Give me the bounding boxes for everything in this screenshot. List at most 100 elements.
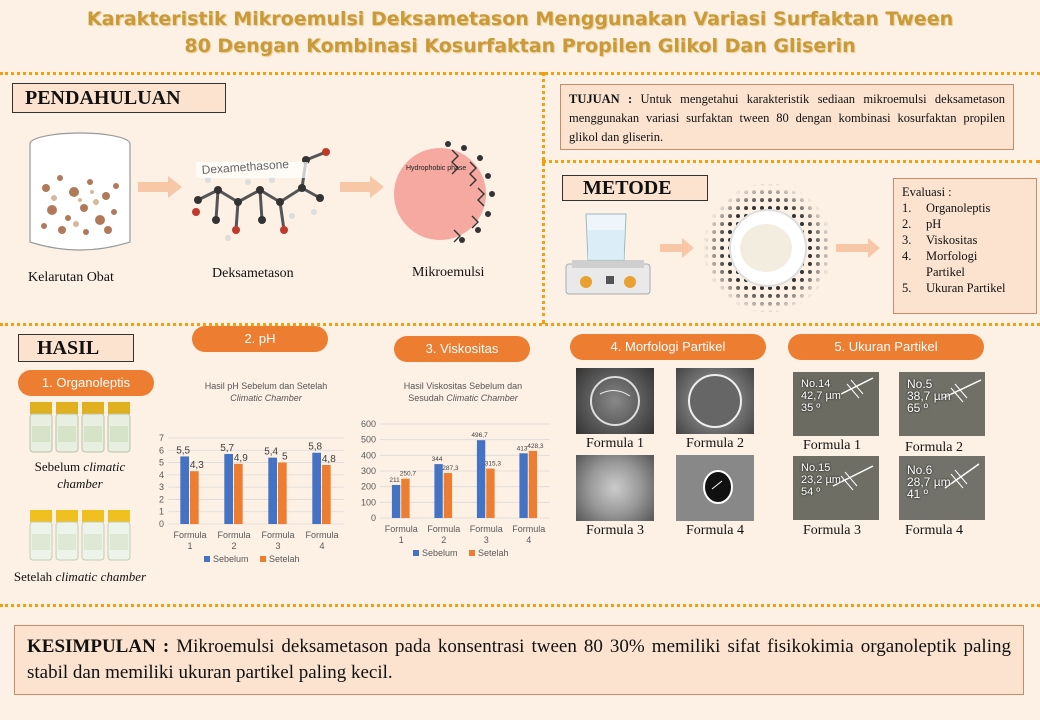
legend-label: Sebelum	[213, 554, 249, 564]
bottles-before-caption: Sebelum climatic chamber	[12, 458, 148, 492]
divider-middle	[542, 72, 545, 324]
particle-size: 28,7 µm	[907, 475, 951, 489]
data-label: 5	[282, 452, 288, 463]
particle-angle: 65 º	[907, 401, 929, 415]
x-tick-label: Formula	[427, 524, 460, 534]
bar-setelah	[234, 463, 243, 524]
evaluasi-num: 1.	[902, 201, 912, 215]
x-tick-label: 2	[231, 541, 236, 551]
data-label: 5,4	[264, 447, 278, 458]
ph-chart-title-italic: Climatic Chamber	[230, 393, 302, 403]
divider-bottom	[0, 604, 1040, 607]
particle-size: 38,7 µm	[907, 389, 951, 403]
morfologi-caption-1: Formula 1	[586, 436, 644, 451]
y-tick-label: 5	[159, 458, 164, 468]
evaluasi-item: 5. Ukuran Partikel	[902, 280, 1028, 296]
y-tick-label: 7	[159, 433, 164, 443]
kesimpulan-label: KESIMPULAN :	[27, 636, 170, 657]
data-label: 211	[389, 477, 400, 484]
evaluasi-item: 4. Morfologi Partikel	[902, 248, 1028, 280]
bar-setelah	[486, 468, 495, 518]
caption-italic: climatic chamber	[57, 459, 126, 491]
x-tick-label: 4	[319, 541, 324, 551]
x-tick-label: 2	[441, 535, 446, 545]
data-label: 315,3	[485, 461, 502, 468]
bar-sebelum	[434, 464, 443, 518]
morfologi-caption-2: Formula 2	[686, 436, 744, 451]
bar-sebelum	[180, 456, 189, 524]
y-tick-label: 4	[159, 470, 164, 480]
y-tick-label: 300	[361, 466, 376, 476]
kesimpulan-box: KESIMPULAN : Mikroemulsi deksametason pa…	[14, 625, 1024, 695]
data-label: 250,7	[400, 471, 417, 478]
divider-top	[0, 72, 1040, 75]
title-line-1: Karakteristik Mikroemulsi Deksametason M…	[86, 8, 954, 30]
ukuran-formula-2-image: No.5 38,7 µm 65 º	[899, 372, 985, 436]
ph-pill: 2. pH	[192, 326, 328, 352]
evaluasi-text: Organoleptis	[926, 201, 991, 215]
ph-chart-title: Hasil pH Sebelum dan Setelah Climatic Ch…	[186, 380, 346, 404]
particle-size: 42,7 µm	[801, 390, 841, 402]
ukuran-caption-3: Formula 3	[803, 523, 861, 538]
morfologi-caption-4: Formula 4	[686, 523, 744, 538]
x-tick-label: Formula	[173, 530, 206, 540]
magnetic-stirrer-image	[562, 208, 654, 298]
morfologi-pill: 4. Morfologi Partikel	[570, 334, 766, 360]
evaluasi-num: 4.	[902, 249, 912, 263]
particle-number: No.5	[907, 377, 933, 391]
visk-chart-title-italic: Climatic Chamber	[446, 393, 518, 403]
bar-sebelum	[519, 453, 528, 518]
arrow-right-icon	[138, 176, 182, 203]
y-tick-label: 400	[361, 450, 376, 460]
caption-prefix: Sebelum	[34, 459, 84, 474]
morfologi-caption-3: Formula 3	[586, 523, 644, 538]
legend-swatch	[469, 550, 475, 556]
legend-label: Setelah	[478, 548, 509, 558]
x-tick-label: 4	[526, 535, 531, 545]
data-label: 413	[517, 445, 528, 452]
x-tick-label: Formula	[385, 524, 418, 534]
y-tick-label: 0	[371, 513, 376, 523]
caption-mikroemulsi: Mikroemulsi	[412, 265, 485, 280]
data-label: 344	[432, 456, 443, 463]
y-tick-label: 3	[159, 482, 164, 492]
bar-setelah	[278, 462, 287, 524]
data-label: 5,5	[176, 445, 190, 456]
data-label: 5,7	[220, 443, 234, 454]
title-line-2: 80 Dengan Kombinasi Kosurfaktan Propilen…	[184, 35, 856, 57]
particle-number: No.6	[907, 463, 933, 477]
hydrophobic-phase-text: Hydrophobic phase	[406, 165, 466, 172]
evaluasi-text: Viskositas	[926, 233, 978, 247]
poster-title: Karakteristik Mikroemulsi Deksametason M…	[0, 6, 1040, 60]
morfologi-formula-4-image	[676, 455, 754, 521]
y-tick-label: 1	[159, 507, 164, 517]
x-tick-label: 3	[275, 541, 280, 551]
evaluasi-item: 2. pH	[902, 216, 1028, 232]
ph-chart-title-text: Hasil pH Sebelum dan Setelah	[204, 381, 328, 391]
y-tick-label: 500	[361, 435, 376, 445]
legend-label: Setelah	[269, 554, 300, 564]
pendahuluan-label: PENDAHULUAN	[12, 83, 226, 113]
evaluasi-text: Ukuran Partikel	[926, 281, 1006, 295]
viskositas-bar-chart: 0100200300400500600211250,7Formula134428…	[361, 419, 550, 558]
ukuran-caption-1: Formula 1	[803, 438, 861, 453]
y-tick-label: 0	[159, 519, 164, 529]
bottles-after-caption: Setelah climatic chamber	[12, 568, 148, 585]
bar-setelah	[401, 478, 410, 518]
dexamethasone-overlay-text: Dexamethasone	[201, 157, 289, 177]
evaluasi-item: 3. Viskositas	[902, 232, 1028, 248]
x-tick-label: Formula	[305, 530, 338, 540]
tujuan-label: TUJUAN :	[569, 92, 633, 106]
morfologi-formula-2-image	[676, 368, 754, 434]
morfologi-formula-1-image	[576, 368, 654, 434]
bar-setelah	[322, 465, 331, 524]
bar-sebelum	[391, 484, 401, 518]
arrow-right-icon	[660, 238, 694, 263]
bar-sebelum	[312, 452, 321, 524]
x-tick-label: Formula	[512, 524, 545, 534]
ukuran-pill: 5. Ukuran Partikel	[788, 334, 984, 360]
bar-setelah	[190, 471, 199, 524]
visk-chart-title: Hasil Viskositas Sebelum dan Sesudah Cli…	[378, 380, 548, 404]
evaluasi-text: Morfologi Partikel	[926, 249, 978, 279]
evaluasi-num: 2.	[902, 217, 912, 231]
